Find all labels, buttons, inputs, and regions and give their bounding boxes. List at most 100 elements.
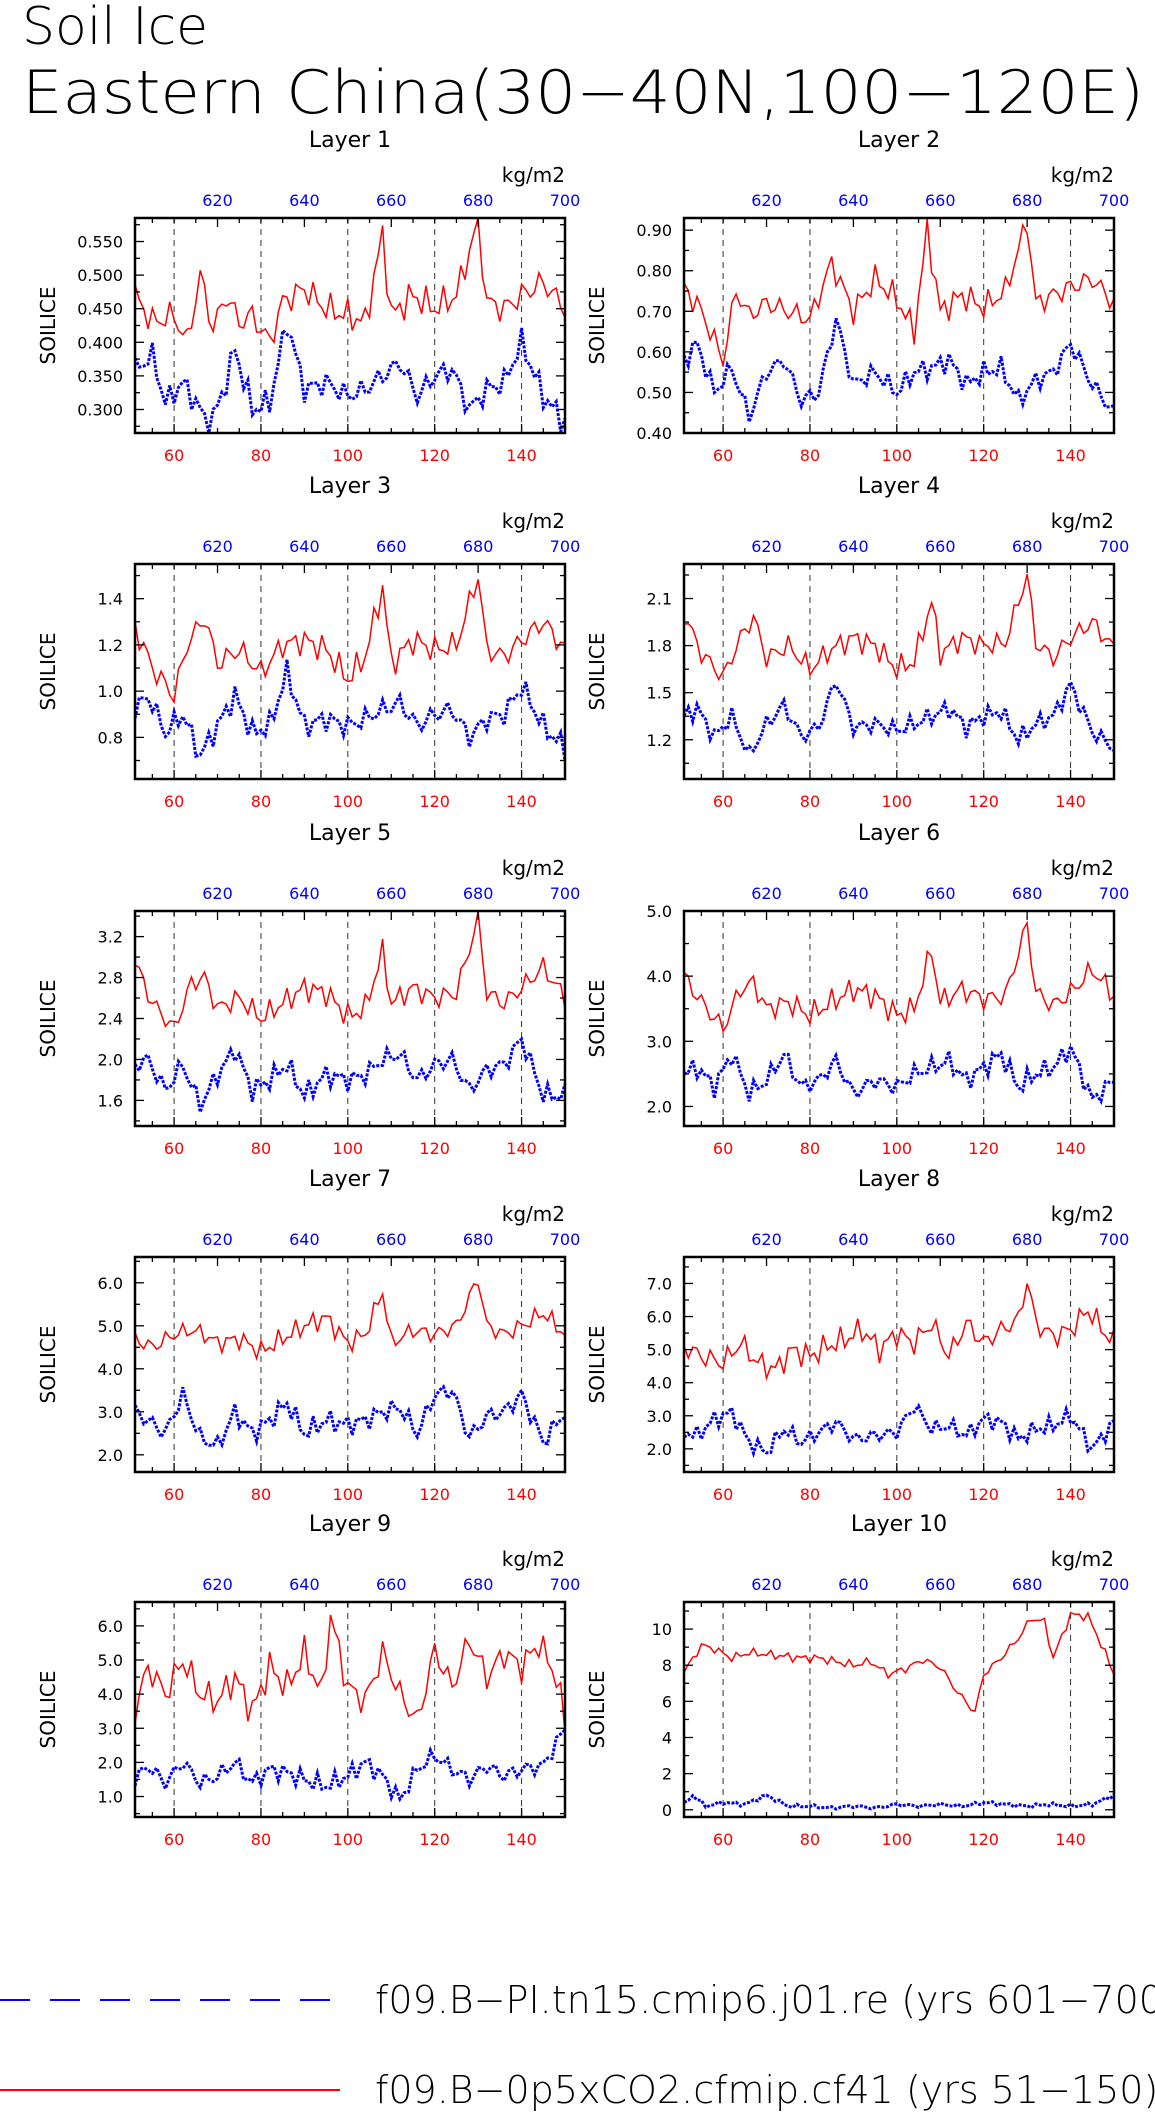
y-tick-label: 1.4 <box>98 590 123 609</box>
x-tick-label: 140 <box>1055 1830 1086 1849</box>
y-axis-label: SOILICE <box>585 980 609 1058</box>
y-tick-label: 0.90 <box>636 221 672 240</box>
x2-tick-label: 640 <box>838 191 869 210</box>
y-tick-label: 0.8 <box>98 728 123 747</box>
x-tick-label: 120 <box>419 1485 450 1504</box>
x2-tick-label: 660 <box>925 537 956 556</box>
x2-tick-label: 620 <box>751 884 782 903</box>
x2-tick-label: 640 <box>838 884 869 903</box>
x2-tick-label: 640 <box>838 1575 869 1594</box>
x-tick-label: 80 <box>800 446 820 465</box>
y-tick-label: 2.0 <box>98 1050 123 1069</box>
y-axis-label: SOILICE <box>585 287 609 365</box>
x-tick-label: 120 <box>419 446 450 465</box>
y-tick-label: 0.70 <box>636 302 672 321</box>
plot-frame <box>133 562 567 781</box>
x-tick-label: 140 <box>506 1830 537 1849</box>
x2-tick-label: 680 <box>463 191 494 210</box>
x-tick-label: 120 <box>419 792 450 811</box>
y-axis-label: SOILICE <box>585 633 609 711</box>
x2-tick-label: 680 <box>463 537 494 556</box>
x2-tick-label: 660 <box>376 1230 407 1249</box>
y-tick-label: 1.2 <box>98 636 123 655</box>
x-tick-label: 140 <box>1055 1139 1086 1158</box>
y-tick-label: 1.0 <box>98 682 123 701</box>
y-tick-label: 3.0 <box>98 1403 123 1422</box>
y-axis-label: SOILICE <box>36 1326 60 1404</box>
x2-tick-label: 620 <box>751 1230 782 1249</box>
y-tick-label: 6.0 <box>98 1617 123 1636</box>
legend-label-red: f09.B−0p5xCO2.cfmip.cf41 (yrs 51−150) <box>375 2068 1155 2112</box>
series-line-blue <box>133 1728 567 1803</box>
plot-frame <box>682 216 1116 435</box>
panel-9: Layer 9 kg/m2 SOILICE 60 80 100 120 140 620 640 66… <box>36 1512 580 1849</box>
x-tick-label: 140 <box>506 446 537 465</box>
y-tick-label: 2.0 <box>647 1440 672 1459</box>
x-tick-label: 60 <box>164 1830 184 1849</box>
figure-title-line2: Eastern China(30−40N,100−120E) <box>22 58 1144 128</box>
x2-tick-label: 700 <box>550 1230 581 1249</box>
plot-frame <box>133 1255 567 1474</box>
top-axis-unit: kg/m2 <box>1051 163 1114 187</box>
x2-tick-label: 660 <box>925 884 956 903</box>
y-axis-label: SOILICE <box>36 633 60 711</box>
x2-tick-label: 700 <box>1099 1575 1130 1594</box>
panel-title: Layer 1 <box>309 128 391 153</box>
panel-title: Layer 6 <box>858 821 940 846</box>
y-tick-label: 1.0 <box>98 1788 123 1807</box>
x2-tick-label: 660 <box>925 1575 956 1594</box>
series-line-blue <box>683 1041 1115 1106</box>
y-tick-label: 0.300 <box>77 400 123 419</box>
x2-tick-label: 680 <box>463 1575 494 1594</box>
y-axis-label: SOILICE <box>585 1671 609 1749</box>
y-tick-label: 0.40 <box>636 424 672 443</box>
x2-tick-label: 700 <box>550 1575 581 1594</box>
series-line-red <box>134 1283 566 1362</box>
x-tick-label: 60 <box>713 1485 733 1504</box>
x-tick-label: 100 <box>882 1139 913 1158</box>
y-tick-label: 6.0 <box>647 1308 672 1327</box>
x2-tick-label: 640 <box>289 1230 320 1249</box>
y-tick-label: 1.2 <box>647 731 672 750</box>
x2-tick-label: 640 <box>289 537 320 556</box>
top-axis-unit: kg/m2 <box>502 1547 565 1571</box>
panel-2: Layer 2 kg/m2 SOILICE 60 80 100 120 140 620 640 66… <box>585 128 1129 465</box>
series-line-red <box>683 1283 1115 1382</box>
x2-tick-label: 680 <box>1012 1575 1043 1594</box>
panel-3: Layer 3 kg/m2 SOILICE 60 80 100 120 140 620 640 66… <box>36 474 580 811</box>
x2-tick-label: 680 <box>463 884 494 903</box>
series-line-blue <box>133 659 567 761</box>
x-tick-label: 120 <box>968 446 999 465</box>
y-tick-label: 0.550 <box>77 233 123 252</box>
panel-8: Layer 8 kg/m2 SOILICE 60 80 100 120 140 620 640 66… <box>585 1167 1129 1504</box>
y-tick-label: 1.5 <box>647 684 672 703</box>
x-tick-label: 120 <box>968 1139 999 1158</box>
x2-tick-label: 620 <box>202 191 233 210</box>
x2-tick-label: 700 <box>550 537 581 556</box>
x-tick-label: 80 <box>800 1139 820 1158</box>
y-tick-label: 2.1 <box>647 590 672 609</box>
x-tick-label: 80 <box>800 1485 820 1504</box>
panel-7: Layer 7 kg/m2 SOILICE 60 80 100 120 140 620 640 66… <box>36 1167 580 1504</box>
y-tick-label: 5.0 <box>98 1651 123 1670</box>
y-tick-label: 1.8 <box>647 637 672 656</box>
x-tick-label: 140 <box>506 1485 537 1504</box>
panel-title: Layer 7 <box>309 1167 391 1192</box>
y-tick-label: 4 <box>662 1729 672 1748</box>
top-axis-unit: kg/m2 <box>1051 1547 1114 1571</box>
x-tick-label: 140 <box>1055 1485 1086 1504</box>
y-tick-label: 5.0 <box>647 1341 672 1360</box>
x2-tick-label: 700 <box>1099 1230 1130 1249</box>
top-axis-unit: kg/m2 <box>1051 509 1114 533</box>
series-line-blue <box>682 678 1115 754</box>
y-tick-label: 4.0 <box>98 1360 123 1379</box>
x-tick-label: 120 <box>419 1830 450 1849</box>
y-tick-label: 0 <box>662 1801 672 1820</box>
x-tick-label: 80 <box>251 446 271 465</box>
x-tick-label: 60 <box>713 1139 733 1158</box>
x2-tick-label: 640 <box>838 537 869 556</box>
y-tick-label: 4.0 <box>647 1374 672 1393</box>
y-axis-label: SOILICE <box>585 1326 609 1404</box>
x2-tick-label: 680 <box>1012 1230 1043 1249</box>
